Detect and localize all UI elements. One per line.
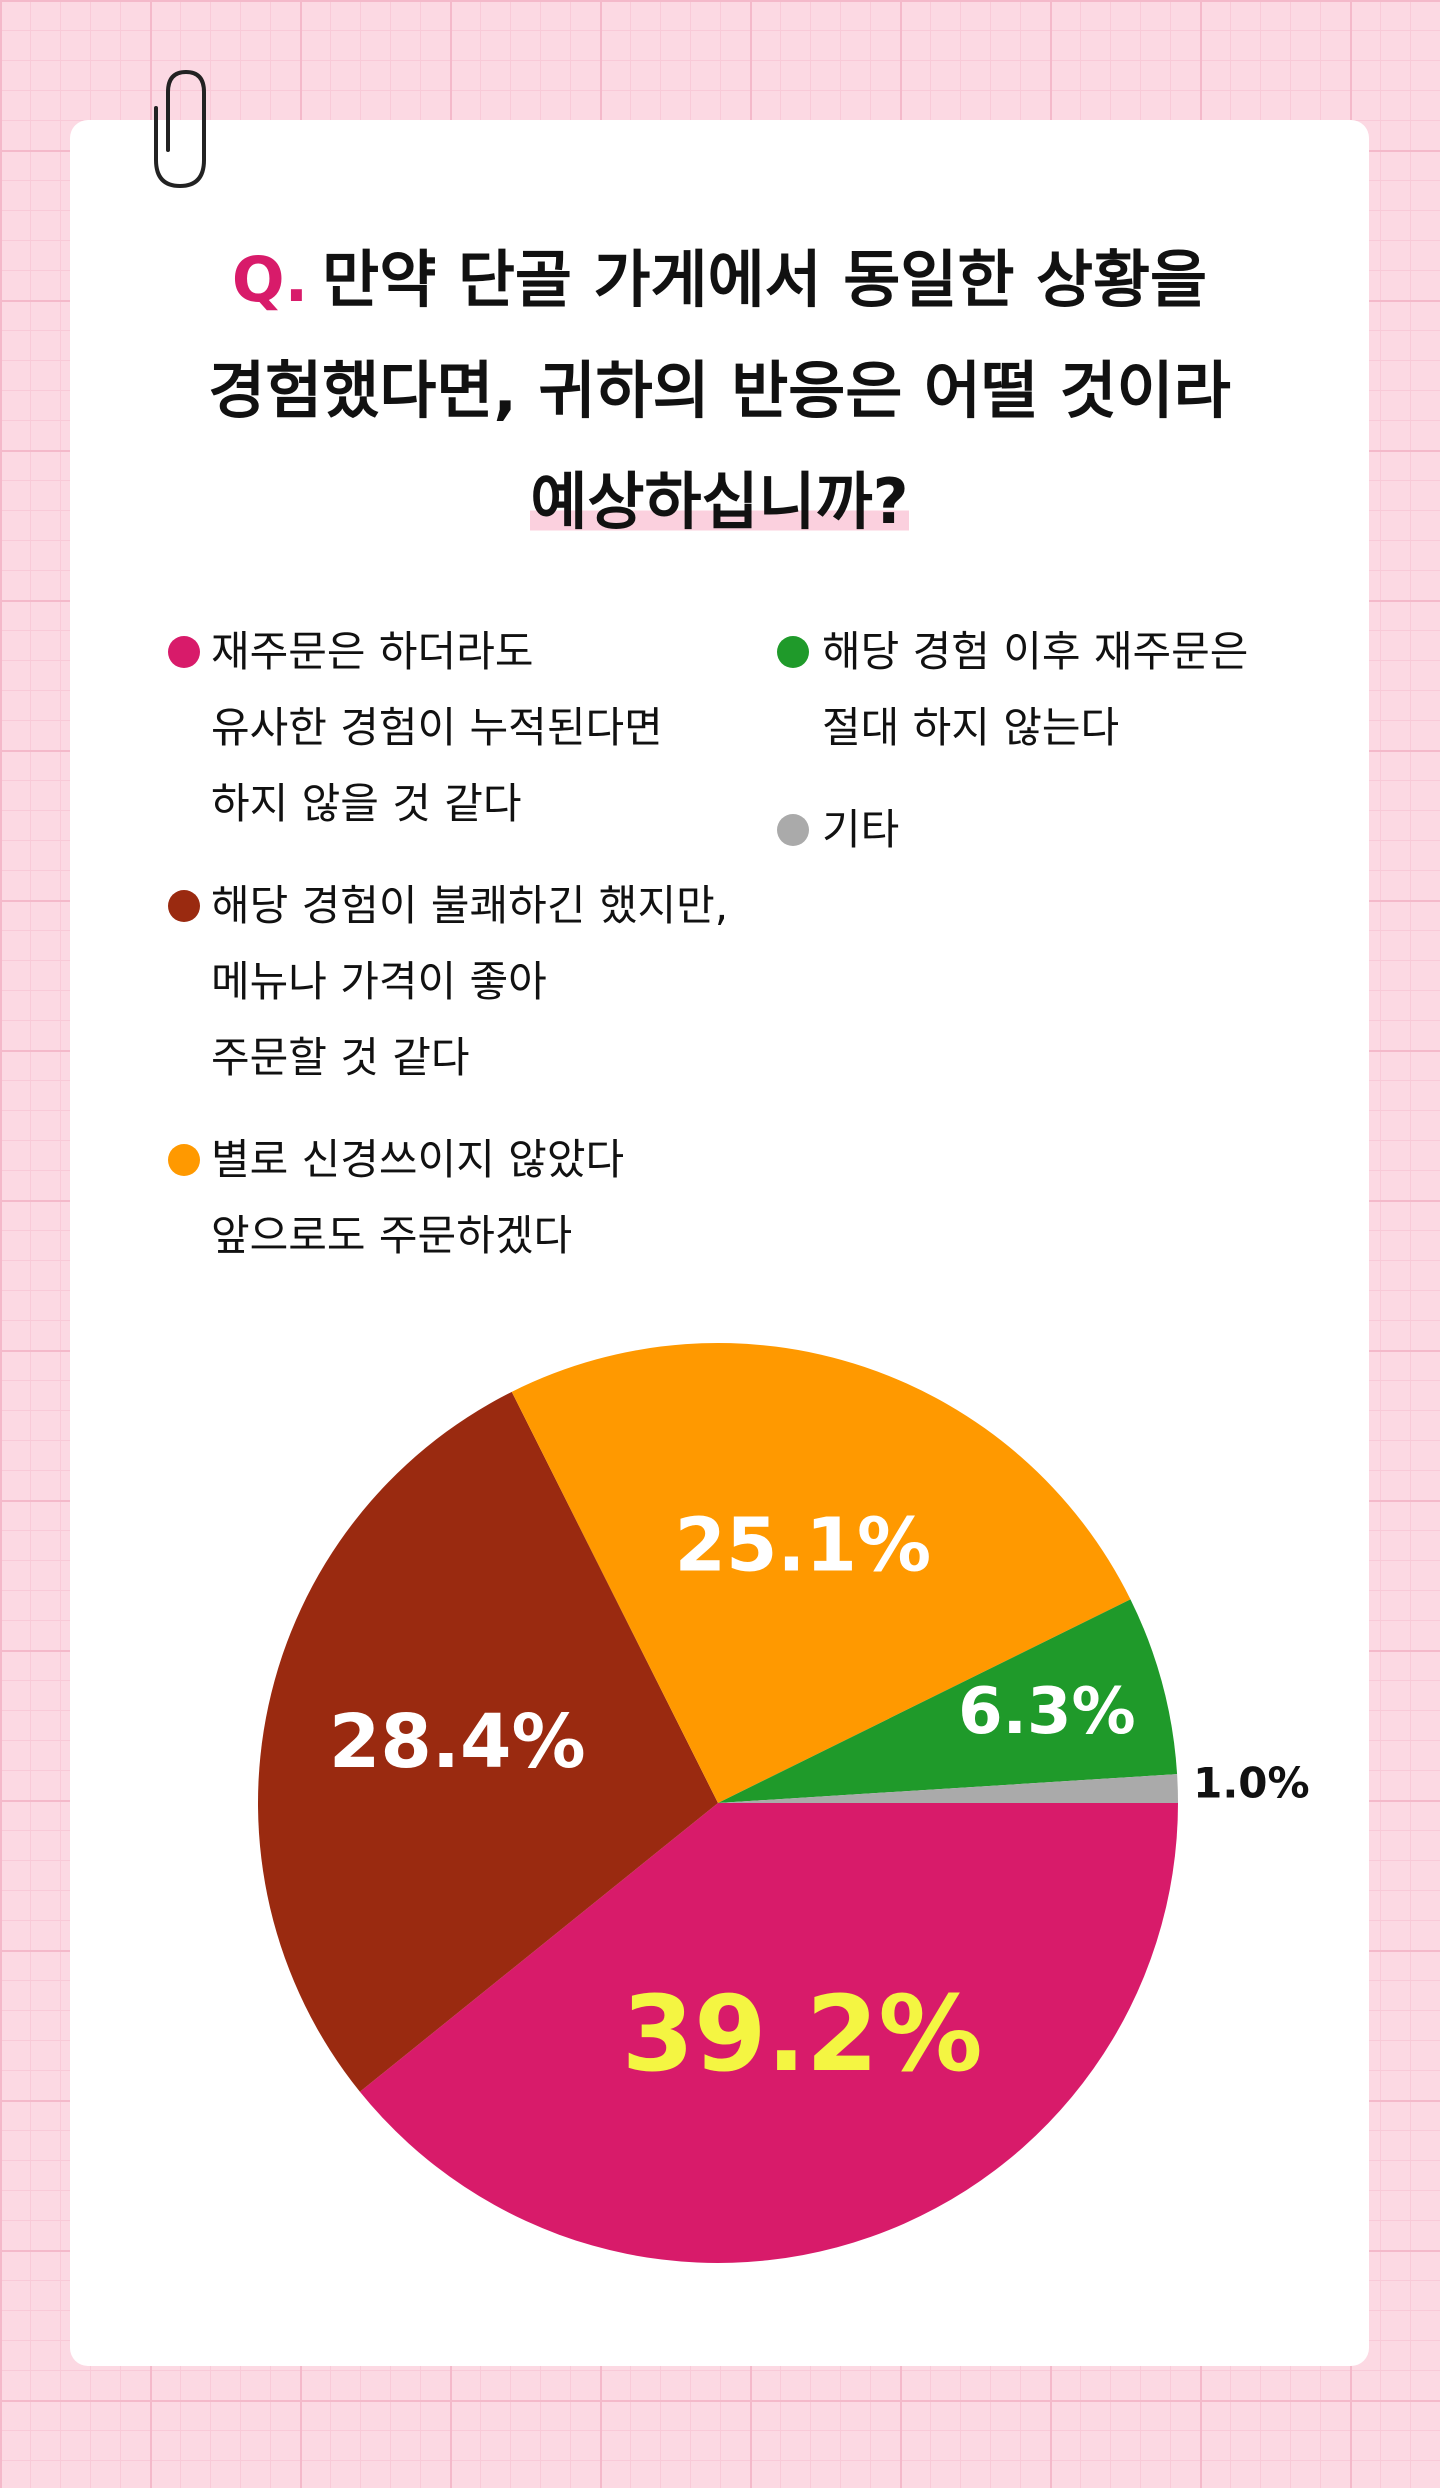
- value-label: 25.1%: [674, 1503, 931, 1589]
- legend-marker: [777, 814, 809, 846]
- title-line: Q. 만약 단골 가게에서 동일한 상황을: [70, 230, 1369, 341]
- title-line: 예상하십니까?: [70, 452, 1369, 563]
- pie-slice: [257, 1391, 718, 2092]
- pie-slice: [511, 1342, 1131, 1803]
- legend-label: 해당 경험 이후 재주문은 절대 하지 않는다: [822, 627, 1249, 752]
- paper-clip: [154, 69, 206, 189]
- title-text: 예상하십니까?: [530, 465, 909, 538]
- value-label: 28.4%: [329, 1699, 586, 1785]
- title-marker: Q.: [231, 243, 309, 316]
- legend-label: 기타: [822, 805, 900, 854]
- legend-marker: [168, 636, 200, 668]
- pie-slice: [718, 1774, 1178, 1803]
- pie-slice: [359, 1803, 1178, 2263]
- pie-slice: [718, 1599, 1178, 1803]
- value-label: 1.0%: [1193, 1759, 1309, 1808]
- legend-marker: [168, 890, 200, 922]
- legend-label: 해당 경험이 불쾌하긴 했지만, 메뉴나 가격이 좋아 주문할 것 같다: [211, 881, 729, 1082]
- value-label: 39.2%: [622, 1973, 983, 2095]
- title-text: 만약 단골 가게에서 동일한 상황을: [322, 243, 1208, 316]
- value-label: 6.3%: [958, 1675, 1136, 1749]
- legend-marker: [168, 1144, 200, 1176]
- chart-title: Q. 만약 단골 가게에서 동일한 상황을 경험했다면, 귀하의 반응은 어떨 것…: [70, 230, 1369, 563]
- legend-label: 재주문은 하더라도 유사한 경험이 누적된다면 하지 않을 것 같다: [211, 627, 663, 828]
- legend-marker: [777, 636, 809, 668]
- title-line: 경험했다면, 귀하의 반응은 어떨 것이라: [208, 354, 1231, 427]
- legend-label: 별로 신경쓰이지 않았다 앞으로도 주문하겠다: [211, 1135, 625, 1260]
